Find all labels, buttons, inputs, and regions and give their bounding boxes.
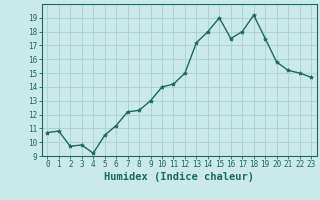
X-axis label: Humidex (Indice chaleur): Humidex (Indice chaleur) [104, 172, 254, 182]
